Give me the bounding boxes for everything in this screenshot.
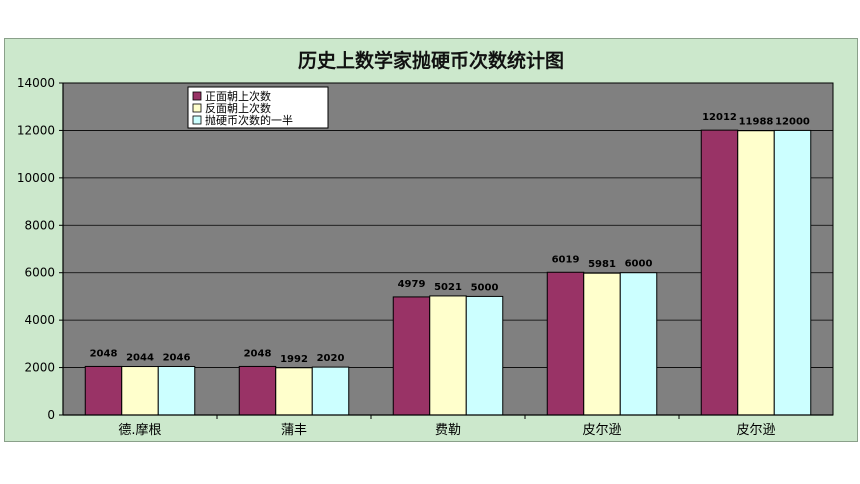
x-category-label: 费勒 xyxy=(435,423,461,438)
y-tick-label: 0 xyxy=(47,408,55,422)
data-label: 2048 xyxy=(90,348,118,359)
data-label: 12000 xyxy=(775,116,810,127)
y-tick-label: 14000 xyxy=(17,76,55,90)
x-category-label: 皮尔逊 xyxy=(582,423,621,438)
data-label: 12012 xyxy=(702,112,737,123)
legend-box xyxy=(187,86,329,129)
data-label: 5021 xyxy=(434,282,462,293)
data-label: 1992 xyxy=(280,354,308,365)
bar xyxy=(429,295,467,416)
data-label: 11988 xyxy=(739,117,774,128)
bar xyxy=(619,272,658,416)
bar xyxy=(546,271,585,416)
legend-swatch xyxy=(192,91,202,101)
data-label: 2046 xyxy=(163,352,191,363)
bar xyxy=(121,366,159,416)
bar xyxy=(700,129,739,416)
bar xyxy=(583,272,621,416)
data-label: 5981 xyxy=(588,259,616,270)
data-label: 6000 xyxy=(625,259,653,270)
bar xyxy=(238,365,277,416)
data-label: 2020 xyxy=(317,353,345,364)
x-category-label: 德.摩根 xyxy=(118,422,161,438)
legend-label: 抛硬币次数的一半 xyxy=(205,113,293,127)
data-label: 2044 xyxy=(126,353,154,364)
y-tick-label: 4000 xyxy=(24,313,55,327)
y-tick-label: 8000 xyxy=(24,218,55,232)
chart-title: 历史上数学家抛硬币次数统计图 xyxy=(298,49,564,72)
data-label: 2048 xyxy=(244,348,272,359)
bar xyxy=(465,295,504,416)
y-tick-label: 12000 xyxy=(17,123,55,137)
legend-label: 反面朝上次数 xyxy=(205,101,271,115)
data-label: 6019 xyxy=(552,254,580,265)
y-tick-label: 10000 xyxy=(17,171,55,185)
x-category-label: 蒲丰 xyxy=(281,423,307,438)
y-tick-label: 2000 xyxy=(24,361,55,375)
data-label: 5000 xyxy=(471,282,499,293)
bar xyxy=(311,366,350,416)
bar xyxy=(392,296,431,416)
chart-frame: 历史上数学家抛硬币次数统计图 0 2000 4000 6000 8000 10000 120… xyxy=(4,38,858,442)
legend-label: 正面朝上次数 xyxy=(205,89,271,103)
y-tick-label: 6000 xyxy=(24,266,55,280)
bar xyxy=(737,130,775,416)
legend-swatch xyxy=(192,115,202,125)
bar xyxy=(773,129,812,416)
bar xyxy=(157,365,196,416)
bar xyxy=(84,365,123,416)
x-category-label: 皮尔逊 xyxy=(736,423,775,438)
bar-chart: 历史上数学家抛硬币次数统计图 0 2000 4000 6000 8000 10000 120… xyxy=(17,49,834,438)
data-label: 4979 xyxy=(398,279,426,290)
bar xyxy=(275,367,313,416)
legend-swatch xyxy=(192,103,202,113)
